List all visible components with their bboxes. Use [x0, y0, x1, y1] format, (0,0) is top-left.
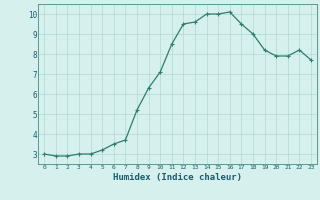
X-axis label: Humidex (Indice chaleur): Humidex (Indice chaleur) [113, 173, 242, 182]
